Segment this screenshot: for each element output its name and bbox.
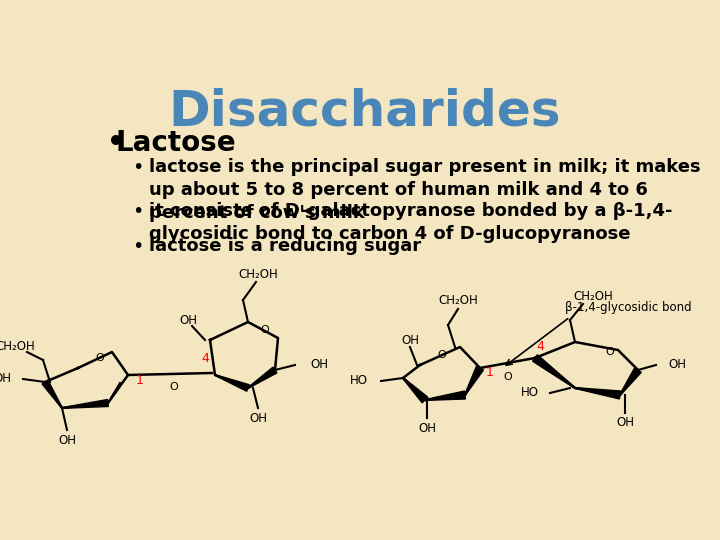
Text: •: • xyxy=(107,129,125,157)
Text: OH: OH xyxy=(616,416,634,429)
Polygon shape xyxy=(42,380,63,408)
Text: CH₂OH: CH₂OH xyxy=(238,267,278,280)
Polygon shape xyxy=(425,391,466,400)
Polygon shape xyxy=(533,355,575,388)
Text: O: O xyxy=(606,347,614,357)
Polygon shape xyxy=(402,377,428,403)
Text: 4: 4 xyxy=(201,352,209,365)
Text: OH: OH xyxy=(58,434,76,447)
Text: OH: OH xyxy=(418,422,436,435)
Text: it consists of D-galactopyranose bonded by a β-1,4-
glycosidic bond to carbon 4 : it consists of D-galactopyranose bonded … xyxy=(148,202,672,243)
Text: HO: HO xyxy=(350,375,368,388)
Text: CH₂OH: CH₂OH xyxy=(573,291,613,303)
Text: OH: OH xyxy=(179,314,197,327)
Text: HO: HO xyxy=(521,387,539,400)
Text: Disaccharides: Disaccharides xyxy=(168,87,561,136)
Polygon shape xyxy=(248,367,277,388)
Text: 1: 1 xyxy=(136,374,144,387)
Text: •: • xyxy=(132,238,143,256)
Text: CH₂OH: CH₂OH xyxy=(438,294,478,307)
Polygon shape xyxy=(62,400,109,408)
Text: 4: 4 xyxy=(536,340,544,353)
Polygon shape xyxy=(464,366,484,395)
Text: OH: OH xyxy=(401,334,419,347)
Text: OH: OH xyxy=(249,411,267,424)
Text: lactose is the principal sugar present in milk; it makes
up about 5 to 8 percent: lactose is the principal sugar present i… xyxy=(148,158,701,222)
Text: O: O xyxy=(261,325,269,335)
Text: O: O xyxy=(438,350,446,360)
Text: Lactose: Lactose xyxy=(115,129,235,157)
Text: O: O xyxy=(96,353,104,363)
Polygon shape xyxy=(620,368,642,395)
Text: OH: OH xyxy=(310,359,328,372)
Text: •: • xyxy=(132,158,143,177)
Text: O: O xyxy=(503,372,512,382)
Text: OH: OH xyxy=(668,359,686,372)
Text: β-1,4-glycosidic bond: β-1,4-glycosidic bond xyxy=(565,301,692,314)
Polygon shape xyxy=(215,375,249,392)
Text: •: • xyxy=(132,202,143,221)
Text: O: O xyxy=(169,382,178,392)
Text: OH: OH xyxy=(0,373,11,386)
Text: 1: 1 xyxy=(486,367,494,380)
Text: lactose is a reducing sugar: lactose is a reducing sugar xyxy=(148,238,420,255)
Text: CH₂OH: CH₂OH xyxy=(0,341,35,354)
Polygon shape xyxy=(575,388,621,399)
